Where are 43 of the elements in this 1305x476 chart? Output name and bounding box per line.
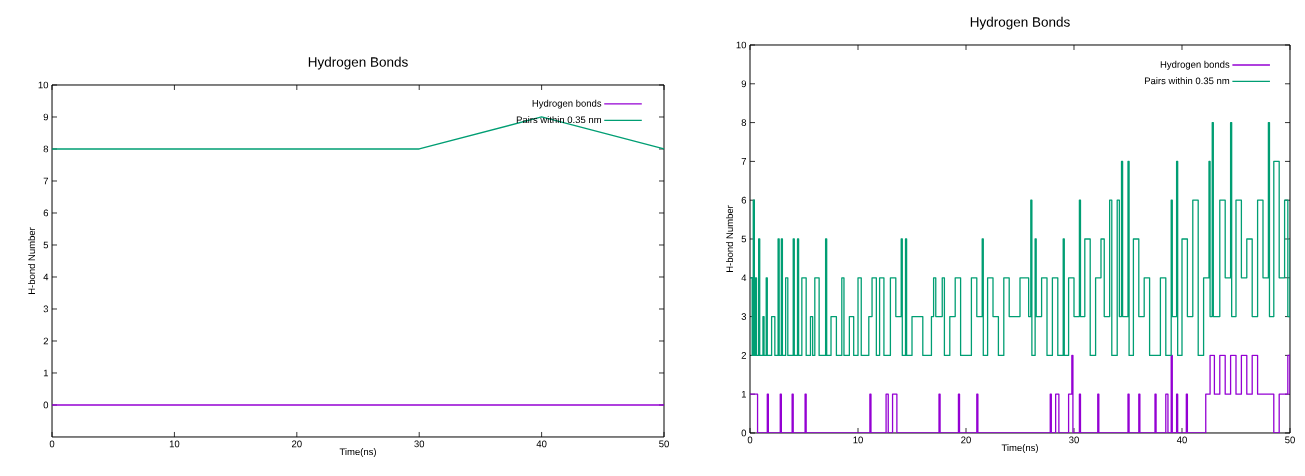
- x-tick-label: 10: [169, 440, 180, 448]
- y-tick-label: 7: [43, 177, 49, 185]
- y-axis-title: H-bond Number: [28, 227, 36, 294]
- x-tick-label: 0: [747, 436, 753, 444]
- x-tick-label: 30: [1069, 436, 1079, 444]
- y-tick-label: 2: [43, 337, 49, 345]
- chart-title: Hydrogen Bonds: [308, 56, 408, 70]
- y-tick-label: 2: [741, 352, 747, 359]
- y-tick-label: 10: [736, 41, 747, 49]
- legend-label: Pairs within 0.35 nm: [1144, 77, 1230, 85]
- x-axis-title: Time(ns): [1001, 444, 1038, 453]
- y-tick-label: 0: [741, 429, 747, 437]
- x-tick-label: 20: [292, 440, 302, 448]
- y-tick-label: 6: [43, 209, 49, 217]
- y-tick-label: 8: [741, 119, 747, 126]
- y-tick-label: 5: [43, 241, 49, 249]
- y-tick-label: 1: [43, 369, 49, 377]
- y-tick-label: 1: [741, 390, 747, 398]
- y-tick-label: 0: [43, 401, 49, 409]
- y-tick-label: 5: [741, 235, 747, 243]
- y-tick-label: 7: [741, 158, 747, 165]
- y-tick-label: 9: [43, 113, 49, 121]
- y-tick-label: 8: [43, 145, 49, 153]
- y-tick-label: 10: [38, 81, 49, 89]
- x-tick-label: 40: [536, 440, 547, 448]
- y-tick-label: 6: [741, 196, 747, 204]
- x-tick-label: 20: [961, 436, 971, 444]
- x-axis-title: Time(ns): [339, 448, 376, 457]
- y-tick-label: 3: [43, 305, 49, 313]
- y-tick-label: 4: [43, 273, 49, 281]
- x-tick-label: 50: [659, 440, 669, 448]
- y-axis-title: H-bond Number: [726, 205, 734, 272]
- y-tick-label: 9: [741, 80, 747, 88]
- y-tick-label: 4: [741, 274, 747, 282]
- x-tick-label: 0: [49, 440, 55, 448]
- y-tick-label: 3: [741, 313, 747, 320]
- chart-title: Hydrogen Bonds: [970, 16, 1070, 30]
- x-tick-label: 40: [1176, 436, 1187, 444]
- x-tick-label: 30: [414, 440, 425, 448]
- x-tick-label: 10: [853, 436, 863, 444]
- legend-label: Hydrogen bonds: [1160, 60, 1230, 70]
- x-tick-label: 50: [1285, 436, 1295, 444]
- legend-label: Hydrogen bonds: [532, 99, 602, 109]
